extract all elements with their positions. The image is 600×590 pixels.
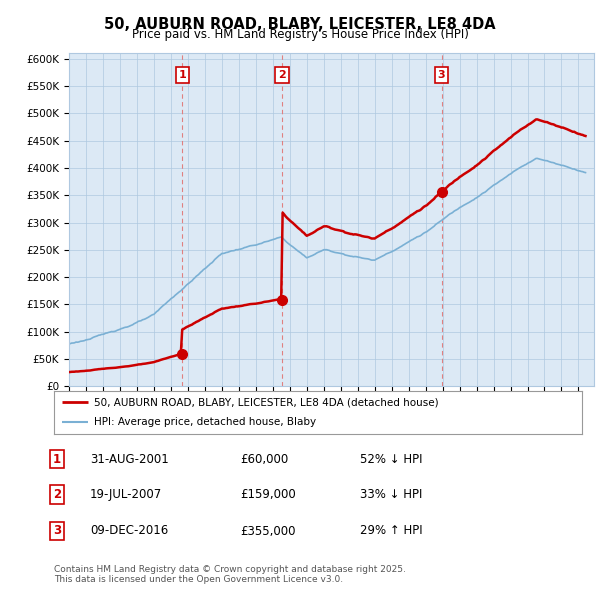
Text: 2: 2 <box>53 488 61 501</box>
Text: 1: 1 <box>178 70 186 80</box>
Text: 2: 2 <box>278 70 286 80</box>
Text: 3: 3 <box>53 525 61 537</box>
Text: Price paid vs. HM Land Registry's House Price Index (HPI): Price paid vs. HM Land Registry's House … <box>131 28 469 41</box>
Text: 3: 3 <box>438 70 445 80</box>
Text: 19-JUL-2007: 19-JUL-2007 <box>90 488 162 501</box>
Text: 1: 1 <box>53 453 61 466</box>
Text: £355,000: £355,000 <box>240 525 296 537</box>
Text: 09-DEC-2016: 09-DEC-2016 <box>90 525 168 537</box>
Text: 52% ↓ HPI: 52% ↓ HPI <box>360 453 422 466</box>
Text: £159,000: £159,000 <box>240 488 296 501</box>
Text: 29% ↑ HPI: 29% ↑ HPI <box>360 525 422 537</box>
Text: 33% ↓ HPI: 33% ↓ HPI <box>360 488 422 501</box>
Text: HPI: Average price, detached house, Blaby: HPI: Average price, detached house, Blab… <box>94 417 316 427</box>
Text: Contains HM Land Registry data © Crown copyright and database right 2025.
This d: Contains HM Land Registry data © Crown c… <box>54 565 406 584</box>
Text: £60,000: £60,000 <box>240 453 288 466</box>
Text: 31-AUG-2001: 31-AUG-2001 <box>90 453 169 466</box>
Text: 50, AUBURN ROAD, BLABY, LEICESTER, LE8 4DA: 50, AUBURN ROAD, BLABY, LEICESTER, LE8 4… <box>104 17 496 31</box>
Text: 50, AUBURN ROAD, BLABY, LEICESTER, LE8 4DA (detached house): 50, AUBURN ROAD, BLABY, LEICESTER, LE8 4… <box>94 397 438 407</box>
